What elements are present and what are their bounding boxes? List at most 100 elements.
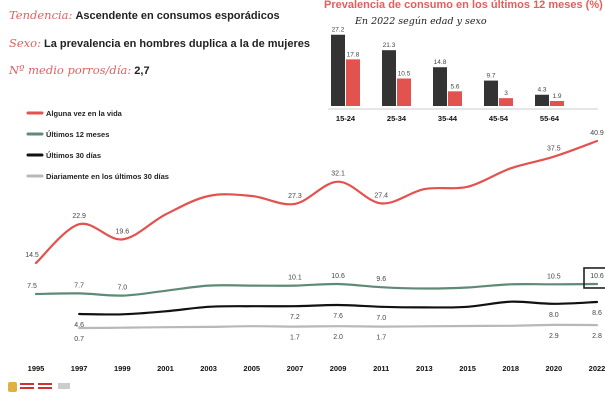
series-2-point [337,283,339,285]
bar [382,50,396,106]
data-label: 22.9 [72,213,86,220]
data-label: 0.7 [74,336,84,343]
joints-info: Nº medio porros/día: 2,7 [9,63,150,77]
trend-key: Tendencia: [9,8,73,22]
series-4-point [250,325,253,328]
bar [535,94,549,106]
bar [550,101,564,106]
bar-value-label: 14.8 [434,59,447,66]
data-label: 10.1 [288,275,302,282]
series-3-point [337,304,339,306]
x-tick-label: 2022 [589,364,605,373]
series-2-point [596,283,598,285]
series-3-point [207,305,210,308]
data-label: 10.6 [590,273,604,280]
series-1-point [207,195,210,197]
series-2-point [207,284,210,287]
joints-key: Nº medio porros/día: [9,63,132,77]
series-4-point [423,325,426,328]
data-label: 37.5 [547,146,561,153]
data-label: 40.9 [590,130,604,137]
x-tick-label: 2013 [416,364,433,373]
bar-value-label: 4.3 [537,87,546,94]
bar-value-label: 5.6 [450,83,459,90]
data-label: 1.7 [376,335,386,342]
government-logo [8,380,70,394]
series-1-point [121,238,124,241]
x-tick-label: 2003 [200,364,217,373]
series-3-point [596,301,598,303]
data-label: 9.6 [376,276,386,283]
data-label: 7.6 [333,313,343,320]
data-label: 32.1 [331,171,345,178]
series-3-point [423,306,426,309]
series-1-point [35,262,37,264]
series-2-point [552,283,555,286]
bar-value-label: 27.2 [332,27,345,34]
series-1-point [380,202,383,205]
series-2-point [466,286,469,289]
x-tick-label: 2009 [330,364,347,373]
series-4-point [164,326,167,329]
x-tick-label: 2011 [373,364,389,373]
x-tick-label: 2020 [546,364,563,373]
x-tick-label: 1999 [114,364,131,373]
bar-value-label: 21.3 [383,42,396,49]
series-2-point [78,292,81,295]
series-line-1 [34,139,599,265]
series-1-point [596,140,598,142]
series-1-point [552,155,555,158]
trend-value: Ascendente en consumos esporádicos [75,10,280,22]
series-1-point [466,185,469,188]
series-3-point [552,302,555,305]
bar [397,78,411,106]
data-label: 7.2 [290,314,300,321]
bar [433,67,447,106]
series-4-point [466,325,469,327]
data-label: 10.6 [331,273,345,280]
x-tick-label: 2005 [243,364,260,373]
series-3-point [121,313,124,316]
sex-key: Sexo: [9,36,41,50]
series-4-point [552,324,555,326]
series-3-point [78,313,81,315]
data-label: 7.7 [74,282,84,289]
x-tick-label: 2007 [287,364,304,373]
series-4-point [509,324,512,327]
sex-value: La prevalencia en hombres duplica a la d… [44,38,310,50]
bar-value-label: 17.8 [347,51,360,58]
data-label: 2.9 [549,333,559,340]
x-tick-label: 2018 [502,364,519,373]
data-label: 2.8 [592,333,602,340]
data-label: 4.6 [74,322,84,329]
series-1-point [164,213,167,216]
series-3-point [509,300,512,303]
bar [346,59,360,106]
data-label: 2.0 [333,334,343,341]
trend-info: Tendencia: Ascendente en consumos esporá… [9,8,280,22]
series-2-point [509,283,512,286]
series-4-point [596,324,598,326]
series-3-point [294,305,296,308]
series-4-point [78,327,81,329]
highlight-box [583,267,605,289]
data-label: 7.5 [27,283,37,290]
bar-category-label: 45-54 [489,114,509,123]
data-label: 14.5 [25,252,39,259]
bar [484,80,498,106]
series-line-2 [34,282,599,297]
series-1-point [337,180,339,183]
legend-label: Diariamente en los últimos 30 días [46,172,169,181]
bar-chart-title: Prevalencia de consumo en los últimos 12… [324,0,603,11]
series-1-point [509,167,512,170]
series-2-point [250,284,253,287]
x-tick-label: 1997 [71,364,88,373]
sex-info: Sexo: La prevalencia en hombres duplica … [9,36,310,50]
bar [499,98,513,106]
x-tick-label: 1995 [28,364,45,373]
series-2-point [294,284,296,287]
series-4-point [207,325,210,328]
data-label: 8.0 [549,312,559,319]
series-1-point [250,195,253,197]
series-2-point [164,289,167,292]
